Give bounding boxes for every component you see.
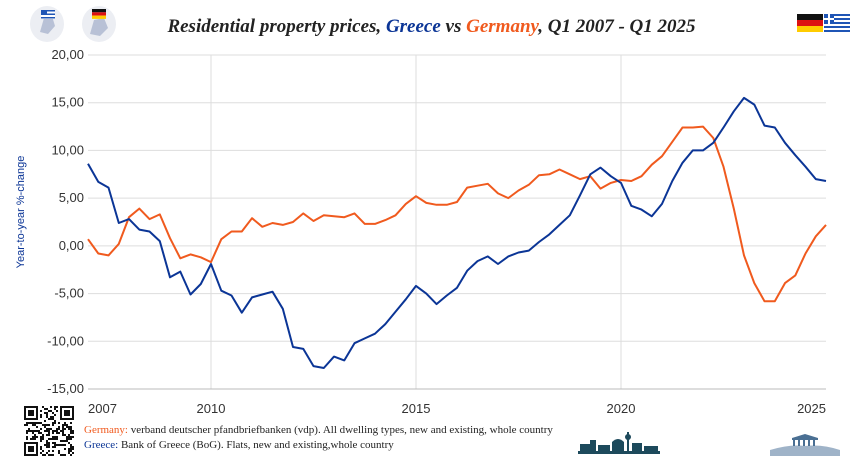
title-vs: vs — [440, 16, 467, 37]
title-suffix: , Q1 2007 - Q1 2025 — [538, 16, 696, 37]
germany-flag-icon — [797, 14, 823, 32]
chart-grid — [88, 54, 826, 390]
y-tick-label: -5,00 — [54, 286, 84, 301]
footer-germany-label: Germany: — [84, 424, 128, 436]
germany-badge-icon[interactable] — [82, 6, 116, 42]
berlin-skyline-icon — [578, 432, 660, 454]
x-tick-label: 2025 — [797, 401, 826, 416]
y-axis-ticks: -15,00 -10,00 -5,00 0,00 5,00 10,00 15,00 20,00 — [47, 47, 84, 396]
athens-skyline-icon — [770, 434, 840, 456]
y-tick-label: -15,00 — [47, 381, 84, 396]
title-germany: Germany — [466, 16, 539, 37]
footer-germany-source: Germany: verband deutscher pfandbriefban… — [84, 424, 553, 436]
x-axis-ticks: 2007 2010 2015 2020 2025 — [88, 401, 826, 416]
y-tick-label: 15,00 — [51, 95, 84, 110]
y-tick-label: 10,00 — [51, 142, 84, 157]
x-tick-label: 2007 — [88, 401, 117, 416]
footer-greece-text: Bank of Greece (BoG). Flats, new and exi… — [118, 439, 394, 451]
greece-badge-icon[interactable] — [30, 6, 64, 42]
x-tick-label: 2020 — [607, 401, 636, 416]
footer-germany-text: verband deutscher pfandbriefbanken (vdp)… — [127, 424, 553, 436]
series-line-greece — [87, 96, 827, 369]
greece-flag-icon — [824, 14, 850, 32]
x-tick-label: 2010 — [197, 401, 226, 416]
y-axis-label: Year-to-year %-change — [15, 156, 27, 269]
series-line-germany — [87, 125, 827, 303]
y-tick-label: 20,00 — [51, 47, 84, 62]
y-tick-label: 5,00 — [59, 190, 84, 205]
qr-code-icon[interactable] — [24, 406, 74, 456]
title-greece: Greece — [385, 16, 441, 37]
x-tick-label: 2015 — [402, 401, 431, 416]
footer-greece-label: Greece: — [84, 439, 119, 451]
title-prefix: Residential property prices, — [167, 16, 386, 37]
chart-series — [87, 96, 827, 369]
y-tick-label: 0,00 — [59, 238, 84, 253]
footer-greece-source: Greece: Bank of Greece (BoG). Flats, new… — [84, 439, 394, 451]
y-tick-label: -10,00 — [47, 333, 84, 348]
chart-title: Residential property prices, Greece vs G… — [0, 16, 863, 38]
